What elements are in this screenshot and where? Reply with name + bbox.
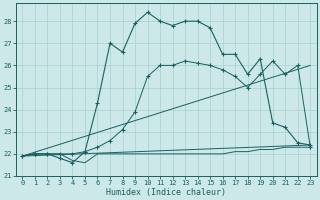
X-axis label: Humidex (Indice chaleur): Humidex (Indice chaleur) bbox=[106, 188, 226, 197]
